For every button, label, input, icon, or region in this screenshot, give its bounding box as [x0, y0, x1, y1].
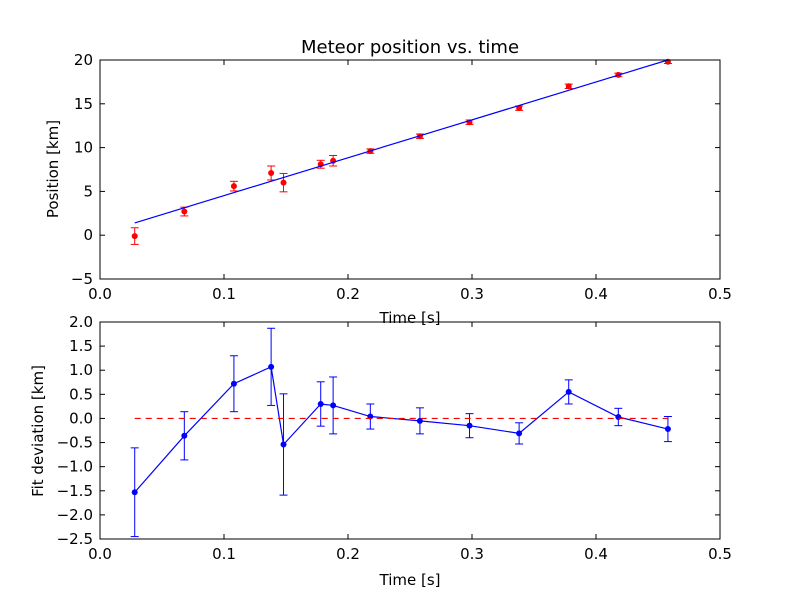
deviation-x-axis-label: Time [s] — [379, 571, 441, 589]
deviation-y-tick-label: −2.5 — [57, 530, 93, 548]
deviation-x-tick-label: 0.5 — [708, 545, 732, 563]
position-x-tick-label: 0.3 — [460, 285, 484, 303]
data-point — [181, 208, 188, 215]
data-point — [416, 417, 423, 424]
position-y-axis-label: Position [km] — [44, 120, 62, 218]
deviation-line — [134, 365, 669, 493]
data-point — [268, 363, 275, 370]
deviation-x-tick-label: 0.0 — [88, 545, 112, 563]
data-point — [565, 83, 572, 90]
deviation-y-axis-label: Fit deviation [km] — [29, 365, 47, 497]
data-point — [664, 426, 671, 433]
deviation-marks — [130, 327, 672, 538]
data-point — [466, 422, 473, 429]
position-y-tick-label: 5 — [83, 182, 93, 200]
deviation-y-tick-label: −1.0 — [57, 458, 93, 476]
position-x-tick-label: 0.4 — [584, 285, 608, 303]
data-point — [230, 380, 237, 387]
position-y-tick-label: −5 — [71, 270, 93, 288]
position-x-axis-label: Time [s] — [379, 309, 441, 327]
position-x-tick-label: 0.5 — [708, 285, 732, 303]
data-point — [565, 388, 572, 395]
data-point — [330, 402, 337, 409]
data-point — [181, 432, 188, 439]
deviation-x-tick-label: 0.2 — [336, 545, 360, 563]
deviation-y-tick-label: 1.5 — [69, 337, 93, 355]
data-point — [317, 400, 324, 407]
deviation-x-tick-label: 0.3 — [460, 545, 484, 563]
position-y-tick-label: 10 — [74, 139, 93, 157]
position-y-tick-label: 15 — [74, 95, 93, 113]
data-point — [280, 441, 287, 448]
chart-title: Meteor position vs. time — [301, 37, 519, 58]
position-marks — [130, 58, 672, 245]
fit-line — [134, 59, 669, 224]
data-point — [131, 489, 138, 496]
data-point — [131, 233, 138, 240]
deviation-y-tick-label: −2.0 — [57, 506, 93, 524]
data-point — [230, 183, 237, 190]
position-ticks: 0.0 0.1 0.2 0.3 0.4 0.5 −5 0 5 10 15 20 — [71, 51, 732, 303]
deviation-x-tick-label: 0.1 — [212, 545, 236, 563]
data-point — [268, 170, 275, 177]
position-x-tick-label: 0.0 — [88, 285, 112, 303]
deviation-ticks: 0.0 0.1 0.2 0.3 0.4 0.5 −2.5 −2.0 −1.5 −1.0 −0.5 0.… — [57, 313, 732, 563]
deviation-panel: 0.0 0.1 0.2 0.3 0.4 0.5 −2.5 −2.0 −1.5 −1.0 −0.5 0.… — [29, 313, 732, 589]
deviation-y-tick-label: 0.0 — [69, 409, 93, 427]
position-axes-frame — [99, 59, 721, 280]
deviation-axes-frame — [99, 321, 721, 540]
deviation-y-tick-label: 1.0 — [69, 361, 93, 379]
position-x-tick-label: 0.1 — [212, 285, 236, 303]
position-panel: Meteor position vs. time 0.0 0.1 0.2 0.3 0.4… — [44, 37, 732, 327]
deviation-x-tick-label: 0.4 — [584, 545, 608, 563]
deviation-y-tick-label: −1.5 — [57, 482, 93, 500]
position-y-tick-label: 0 — [83, 226, 93, 244]
deviation-y-tick-label: 2.0 — [69, 313, 93, 331]
data-point — [280, 179, 287, 186]
position-y-tick-label: 20 — [74, 51, 93, 69]
position-x-tick-label: 0.2 — [336, 285, 360, 303]
deviation-y-tick-label: 0.5 — [69, 385, 93, 403]
data-point — [516, 430, 523, 437]
deviation-y-tick-label: −0.5 — [57, 434, 93, 452]
